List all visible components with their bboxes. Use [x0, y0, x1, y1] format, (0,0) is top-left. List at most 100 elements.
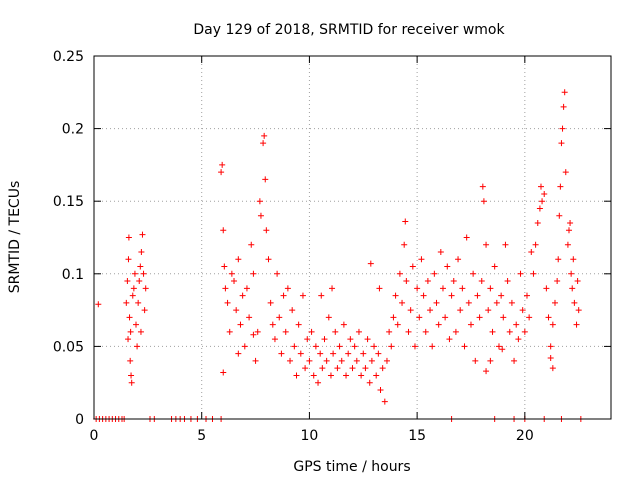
data-point	[509, 300, 515, 306]
data-point	[221, 264, 227, 270]
data-point	[272, 336, 278, 342]
data-point	[138, 329, 144, 335]
data-point	[496, 343, 502, 349]
data-point	[130, 293, 136, 299]
data-point	[576, 307, 582, 313]
data-point	[313, 343, 319, 349]
data-point	[446, 336, 452, 342]
data-point	[410, 264, 416, 270]
data-point	[324, 358, 330, 364]
data-point	[262, 176, 268, 182]
data-point	[562, 89, 568, 95]
data-point	[218, 169, 224, 175]
data-point	[427, 307, 433, 313]
data-point	[125, 256, 131, 262]
data-point	[515, 336, 521, 342]
data-point	[434, 300, 440, 306]
data-point	[95, 301, 101, 307]
data-point	[141, 271, 147, 277]
data-point	[526, 314, 532, 320]
data-point	[293, 372, 299, 378]
data-point	[487, 285, 493, 291]
data-point	[219, 162, 225, 168]
data-point	[365, 336, 371, 342]
data-point	[554, 278, 560, 284]
data-point	[265, 256, 271, 262]
data-point	[507, 329, 513, 335]
data-point	[500, 314, 506, 320]
x-tick-label: 20	[516, 428, 534, 444]
data-point	[462, 343, 468, 349]
data-point	[132, 271, 138, 277]
data-point	[431, 271, 437, 277]
data-point	[499, 346, 505, 352]
data-point	[225, 300, 231, 306]
data-point	[556, 213, 562, 219]
data-point	[278, 351, 284, 357]
data-point	[513, 322, 519, 328]
data-point	[329, 285, 335, 291]
data-point	[393, 293, 399, 299]
data-point	[402, 219, 408, 225]
data-point	[558, 140, 564, 146]
x-axis-label: GPS time / hours	[293, 459, 410, 475]
data-point	[537, 205, 543, 211]
data-point	[451, 278, 457, 284]
data-point	[455, 256, 461, 262]
data-point	[300, 293, 306, 299]
data-point	[129, 380, 135, 386]
data-point	[311, 372, 317, 378]
data-point	[440, 285, 446, 291]
data-point	[550, 322, 556, 328]
data-point	[255, 329, 261, 335]
data-point	[319, 365, 325, 371]
data-point	[401, 242, 407, 248]
data-point	[137, 264, 143, 270]
data-point	[283, 329, 289, 335]
data-point	[128, 329, 134, 335]
data-point	[260, 140, 266, 146]
chart: Day 129 of 2018, SRMTID for receiver wmo…	[0, 0, 640, 480]
data-point	[326, 314, 332, 320]
data-point	[356, 329, 362, 335]
y-tick-label: 0.15	[53, 194, 84, 210]
y-tick-label: 0.2	[62, 122, 84, 138]
data-point	[560, 126, 566, 132]
data-point	[384, 358, 390, 364]
data-point	[274, 271, 280, 277]
data-point	[468, 322, 474, 328]
data-point	[541, 191, 547, 197]
data-point	[126, 235, 132, 241]
data-point	[268, 300, 274, 306]
data-point	[397, 271, 403, 277]
data-point	[240, 293, 246, 299]
data-point	[483, 368, 489, 374]
x-tick-label: 0	[90, 428, 99, 444]
y-tick-label: 0	[75, 412, 84, 428]
data-point	[375, 351, 381, 357]
data-point	[341, 322, 347, 328]
data-point	[332, 329, 338, 335]
data-point	[253, 358, 259, 364]
data-point	[571, 300, 577, 306]
data-point	[376, 285, 382, 291]
y-tick-label: 0.25	[53, 49, 84, 65]
data-point	[552, 300, 558, 306]
y-tick-label: 0.05	[53, 339, 84, 355]
x-tick-label: 15	[408, 428, 426, 444]
data-point	[423, 329, 429, 335]
data-point	[250, 271, 256, 277]
data-point	[528, 249, 534, 255]
data-point	[360, 351, 366, 357]
data-point	[248, 242, 254, 248]
data-point	[302, 365, 308, 371]
data-point	[388, 343, 394, 349]
data-point	[347, 336, 353, 342]
data-point	[309, 329, 315, 335]
data-point	[142, 307, 148, 313]
data-point	[464, 235, 470, 241]
data-point	[246, 314, 252, 320]
grid	[94, 56, 611, 419]
data-point	[477, 314, 483, 320]
data-point	[380, 365, 386, 371]
